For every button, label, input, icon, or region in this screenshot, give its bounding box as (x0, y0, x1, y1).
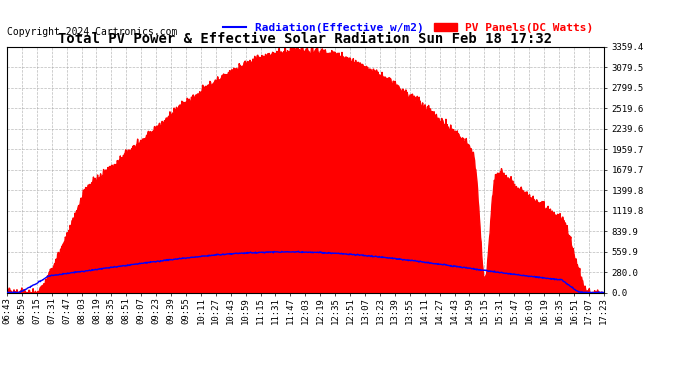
Text: Copyright 2024 Cartronics.com: Copyright 2024 Cartronics.com (7, 27, 177, 37)
Legend: Radiation(Effective w/m2), PV Panels(DC Watts): Radiation(Effective w/m2), PV Panels(DC … (219, 18, 598, 37)
Title: Total PV Power & Effective Solar Radiation Sun Feb 18 17:32: Total PV Power & Effective Solar Radiati… (58, 32, 553, 46)
